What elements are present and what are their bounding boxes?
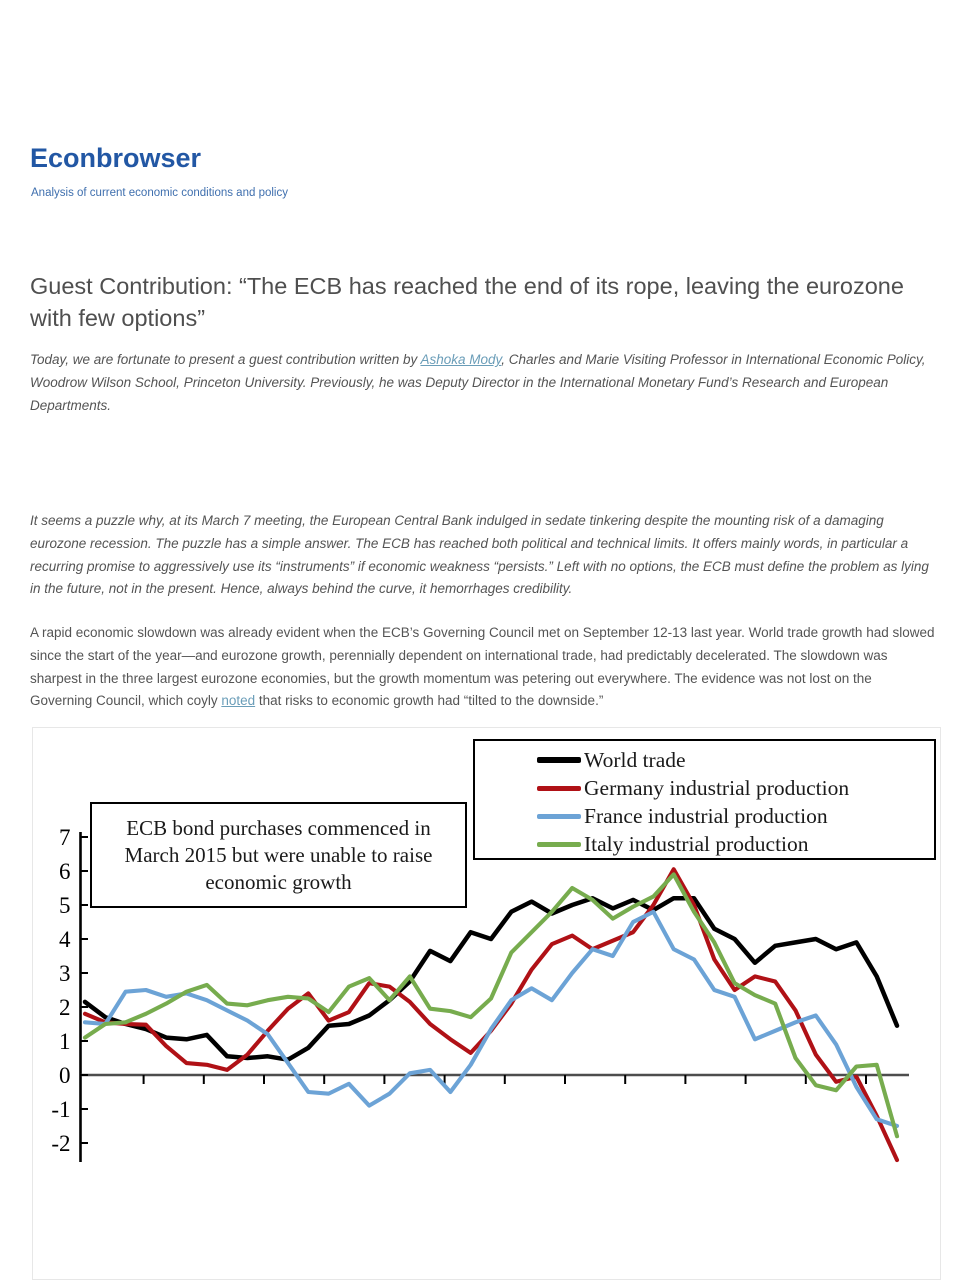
legend-label: Germany industrial production <box>584 775 850 800</box>
site-tagline: Analysis of current economic conditions … <box>31 187 288 199</box>
chart-annotation-box: ECB bond purchases commenced in March 20… <box>90 802 467 908</box>
noted-link[interactable]: noted <box>221 693 256 709</box>
annotation-line-2: March 2015 but were unable to raise <box>124 843 433 867</box>
legend-label: France industrial production <box>584 803 828 828</box>
series-line-france-industrial-production <box>82 909 900 1129</box>
y-axis-label: 3 <box>59 961 71 986</box>
y-axis-label: -1 <box>51 1097 70 1122</box>
legend-label: Italy industrial production <box>584 831 809 856</box>
y-axis-label: 6 <box>59 859 71 884</box>
y-axis-label: -2 <box>51 1131 70 1156</box>
world-trade-line-swatch <box>537 757 581 763</box>
series-line-world-trade <box>82 895 900 1062</box>
intro-text-after: , Charles and Marie Visiting Professor i… <box>30 352 926 413</box>
post-title: Guest Contribution: “The ECB has reached… <box>30 273 904 331</box>
france-line-swatch <box>537 813 581 819</box>
intro-text-before: Today, we are fortunate to present a gue… <box>30 352 421 367</box>
growth-chart-figure: 7 6 5 4 3 2 1 0 -1 -2 ECB bond purchases commence… <box>32 727 941 1280</box>
legend-item-italy: Italy industrial production <box>537 830 934 858</box>
body-text-after: that risks to economic growth had “tilte… <box>255 693 604 709</box>
y-axis-label: 2 <box>59 995 71 1020</box>
body-paragraph: A rapid economic slowdown was already ev… <box>30 622 936 713</box>
legend-item-world-trade: World trade <box>537 746 934 774</box>
italy-line-swatch <box>537 841 581 847</box>
y-axis-label: 0 <box>59 1063 71 1088</box>
series-line-germany-industrial-production <box>82 867 900 1163</box>
body-text-before: A rapid economic slowdown was already ev… <box>30 625 935 709</box>
germany-line-swatch <box>537 785 581 791</box>
lede-paragraph: It seems a puzzle why, at its March 7 me… <box>30 513 929 597</box>
legend-label: World trade <box>584 747 686 772</box>
author-link[interactable]: Ashoka Mody <box>420 352 502 367</box>
annotation-line-1: ECB bond purchases commenced in <box>126 816 431 840</box>
chart-legend: World trade Germany industrial productio… <box>473 739 936 860</box>
site-title-link[interactable]: Econbrowser <box>30 143 202 173</box>
series-line-italy-industrial-production <box>82 872 900 1139</box>
annotation-line-3: economic growth <box>205 870 352 894</box>
legend-item-germany: Germany industrial production <box>537 774 934 802</box>
chart-plot: 7 6 5 4 3 2 1 0 -1 -2 <box>51 825 909 1163</box>
intro-paragraph: Today, we are fortunate to present a gue… <box>30 349 936 417</box>
y-axis-label: 5 <box>59 893 71 918</box>
y-axis-label: 4 <box>59 927 71 952</box>
y-axis-label: 7 <box>59 825 71 850</box>
legend-item-france: France industrial production <box>537 802 934 830</box>
y-axis-label: 1 <box>59 1029 71 1054</box>
